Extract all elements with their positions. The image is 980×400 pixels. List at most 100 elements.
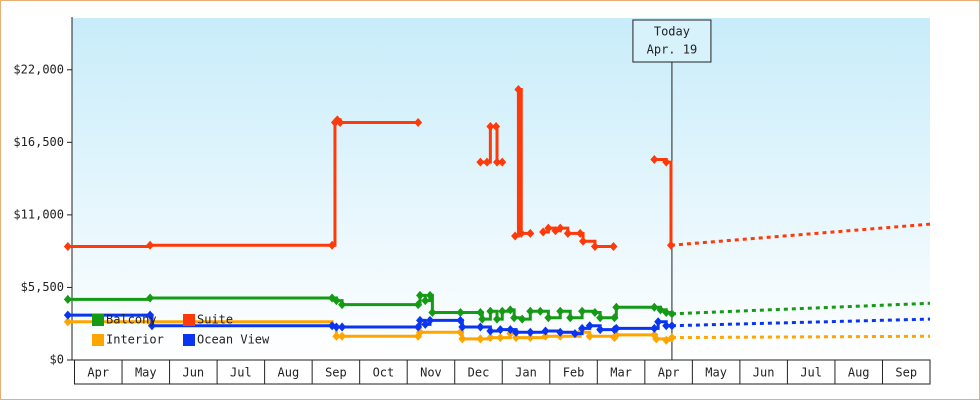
- price-point: [656, 305, 665, 315]
- price-point: [526, 327, 535, 337]
- y-tick-label: $11,000: [13, 207, 64, 221]
- today-label: Today: [654, 25, 690, 39]
- price-point: [332, 322, 341, 332]
- price-point: [596, 325, 605, 335]
- price-point: [63, 310, 72, 320]
- price-point: [654, 317, 663, 327]
- price-point: [338, 300, 347, 310]
- forecast-line: [671, 317, 931, 328]
- price-point: [416, 315, 425, 325]
- price-point: [492, 121, 501, 131]
- price-point: [506, 325, 515, 335]
- x-tick-label: Oct: [373, 366, 395, 380]
- x-tick-label: Aug: [848, 366, 870, 380]
- price-point: [416, 290, 425, 300]
- price-point: [541, 331, 550, 341]
- price-point: [63, 242, 72, 252]
- x-tick-label: Jul: [800, 366, 822, 380]
- price-point: [514, 85, 523, 95]
- price-point: [421, 296, 430, 306]
- price-point: [526, 333, 535, 343]
- x-tick-label: Sep: [895, 366, 917, 380]
- price-point: [576, 228, 585, 238]
- price-point: [478, 314, 487, 324]
- price-point: [609, 242, 618, 252]
- price-point: [512, 327, 521, 337]
- price-point: [517, 228, 526, 238]
- x-tick-label: Dec: [468, 366, 490, 380]
- price-point: [493, 314, 502, 324]
- x-tick-label: Jan: [515, 366, 537, 380]
- price-point: [498, 157, 507, 167]
- price-point: [518, 314, 527, 324]
- price-point: [541, 326, 550, 336]
- forecast-line: [670, 222, 931, 247]
- price-point: [332, 296, 341, 306]
- price-point: [483, 157, 492, 167]
- price-point: [585, 321, 594, 331]
- price-point: [486, 326, 495, 336]
- price-point: [421, 319, 430, 329]
- price-point: [338, 322, 347, 332]
- price-point: [414, 118, 423, 128]
- price-point: [476, 334, 485, 344]
- price-point: [578, 306, 587, 316]
- price-point: [486, 306, 495, 316]
- price-point: [426, 290, 435, 300]
- y-tick-label: $16,500: [13, 135, 64, 149]
- price-point: [476, 157, 485, 167]
- legend-swatch: [183, 314, 195, 326]
- price-point: [147, 321, 156, 331]
- y-tick-label: $22,000: [13, 62, 64, 76]
- price-point: [590, 308, 599, 318]
- price-point: [146, 240, 155, 250]
- x-tick-label: Mar: [610, 366, 632, 380]
- price-point: [590, 242, 599, 252]
- x-tick-label: May: [135, 366, 157, 380]
- price-point: [566, 313, 575, 323]
- x-tick-label: Sep: [325, 366, 347, 380]
- price-point: [667, 309, 676, 319]
- price-point: [667, 321, 676, 331]
- price-point: [511, 231, 520, 241]
- price-point: [146, 310, 155, 320]
- price-point: [63, 317, 72, 327]
- price-point: [414, 300, 423, 310]
- plot-area: [72, 18, 930, 360]
- price-point: [486, 333, 495, 343]
- price-point: [506, 305, 515, 315]
- price-point: [570, 329, 579, 339]
- price-point: [579, 236, 588, 246]
- price-point: [585, 331, 594, 341]
- price-point: [662, 335, 671, 345]
- y-tick-label: $5,500: [21, 280, 64, 294]
- price-point: [662, 321, 671, 331]
- price-point: [426, 315, 435, 325]
- price-point: [662, 157, 671, 167]
- price-point: [332, 331, 341, 341]
- price-point: [458, 322, 467, 332]
- x-tick-label: Feb: [563, 366, 585, 380]
- x-tick-label: Jun: [182, 366, 204, 380]
- price-point: [498, 306, 507, 316]
- price-point: [336, 118, 345, 128]
- price-point: [496, 333, 505, 343]
- price-point: [667, 333, 676, 343]
- price-point: [428, 308, 437, 318]
- legend-label: Suite: [197, 313, 233, 327]
- legend-swatch: [183, 334, 195, 346]
- x-tick-label: Apr: [87, 366, 109, 380]
- y-tick-label: $0: [50, 353, 64, 367]
- x-tick-label: May: [705, 366, 727, 380]
- today-box: [632, 19, 712, 63]
- price-point: [493, 157, 502, 167]
- price-point: [496, 325, 505, 335]
- price-point: [536, 306, 545, 316]
- forecast-line: [671, 334, 931, 340]
- price-point: [512, 333, 521, 343]
- today-date: Apr. 19: [647, 43, 698, 57]
- price-point: [476, 322, 485, 332]
- x-tick-label: Apr: [658, 366, 680, 380]
- price-point: [556, 306, 565, 316]
